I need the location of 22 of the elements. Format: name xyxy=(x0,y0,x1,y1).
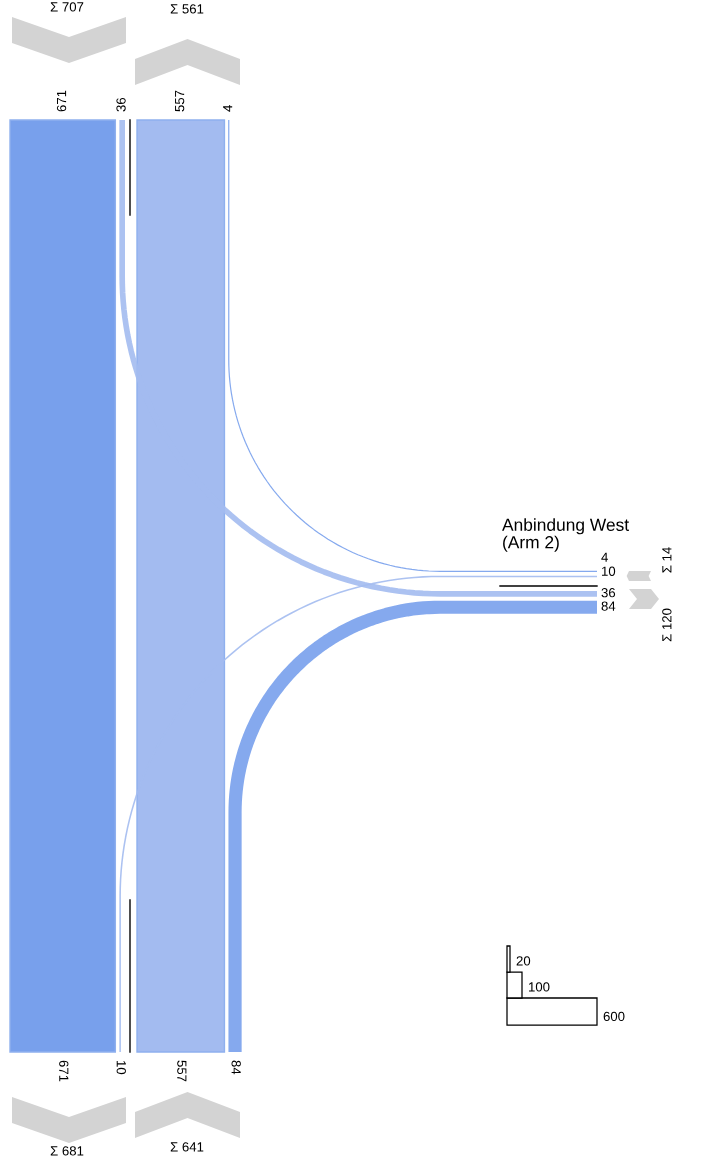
data-label: 4 xyxy=(223,105,233,112)
data-label: 10 xyxy=(602,566,616,576)
data-label: 557 xyxy=(175,90,185,112)
text: 600 xyxy=(603,1011,625,1022)
data-label: 84 xyxy=(601,601,616,611)
text: 84 xyxy=(231,1060,241,1075)
text: Σ 14 xyxy=(662,547,672,573)
text: 671 xyxy=(59,1060,69,1082)
text: Σ 120 xyxy=(662,608,672,642)
text: 20 xyxy=(516,956,531,966)
data-label: 671 xyxy=(56,90,67,112)
text: 100 xyxy=(529,982,550,992)
text: Σ 561 xyxy=(170,4,204,14)
data-label: 36 xyxy=(116,97,126,112)
text: Σ 641 xyxy=(170,1142,204,1152)
text: Σ 681 xyxy=(50,1146,84,1156)
text: Anbindung West (Arm 2) xyxy=(502,518,629,552)
text: 10 xyxy=(116,1061,126,1075)
text: 36 xyxy=(601,588,616,598)
text: Σ 707 xyxy=(50,2,84,12)
text: 4 xyxy=(601,552,608,562)
text: 557 xyxy=(177,1060,187,1082)
